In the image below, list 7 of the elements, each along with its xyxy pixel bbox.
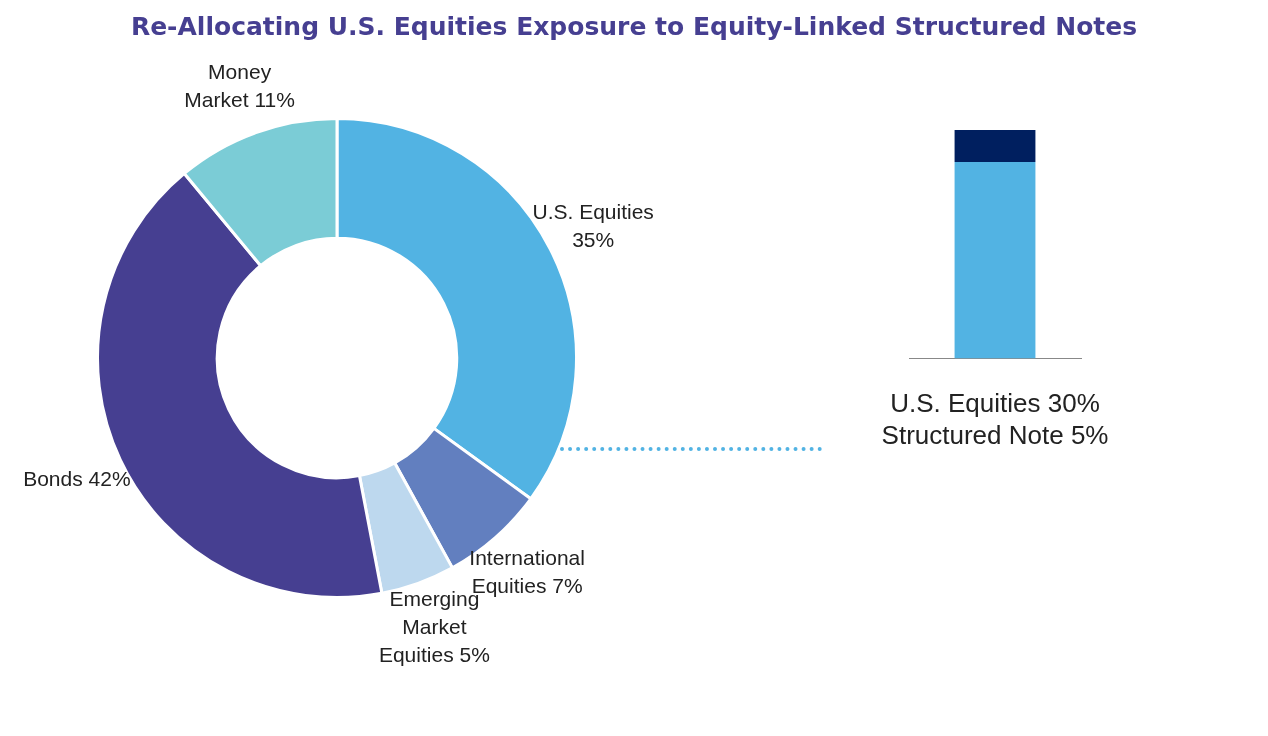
data-label: 35%	[572, 228, 615, 252]
slice-label: Bonds 42%	[23, 467, 131, 491]
slice-label: Money Market 11%	[184, 60, 295, 112]
chart-title: Re-Allocating U.S. Equities Exposure to Equity-Linked Structured Notes	[129, 12, 1139, 41]
slice-label: U.S. Equities	[532, 200, 654, 224]
text: Structured Note 5%	[881, 419, 1109, 450]
text: U.S. Equities 30%	[890, 387, 1100, 418]
